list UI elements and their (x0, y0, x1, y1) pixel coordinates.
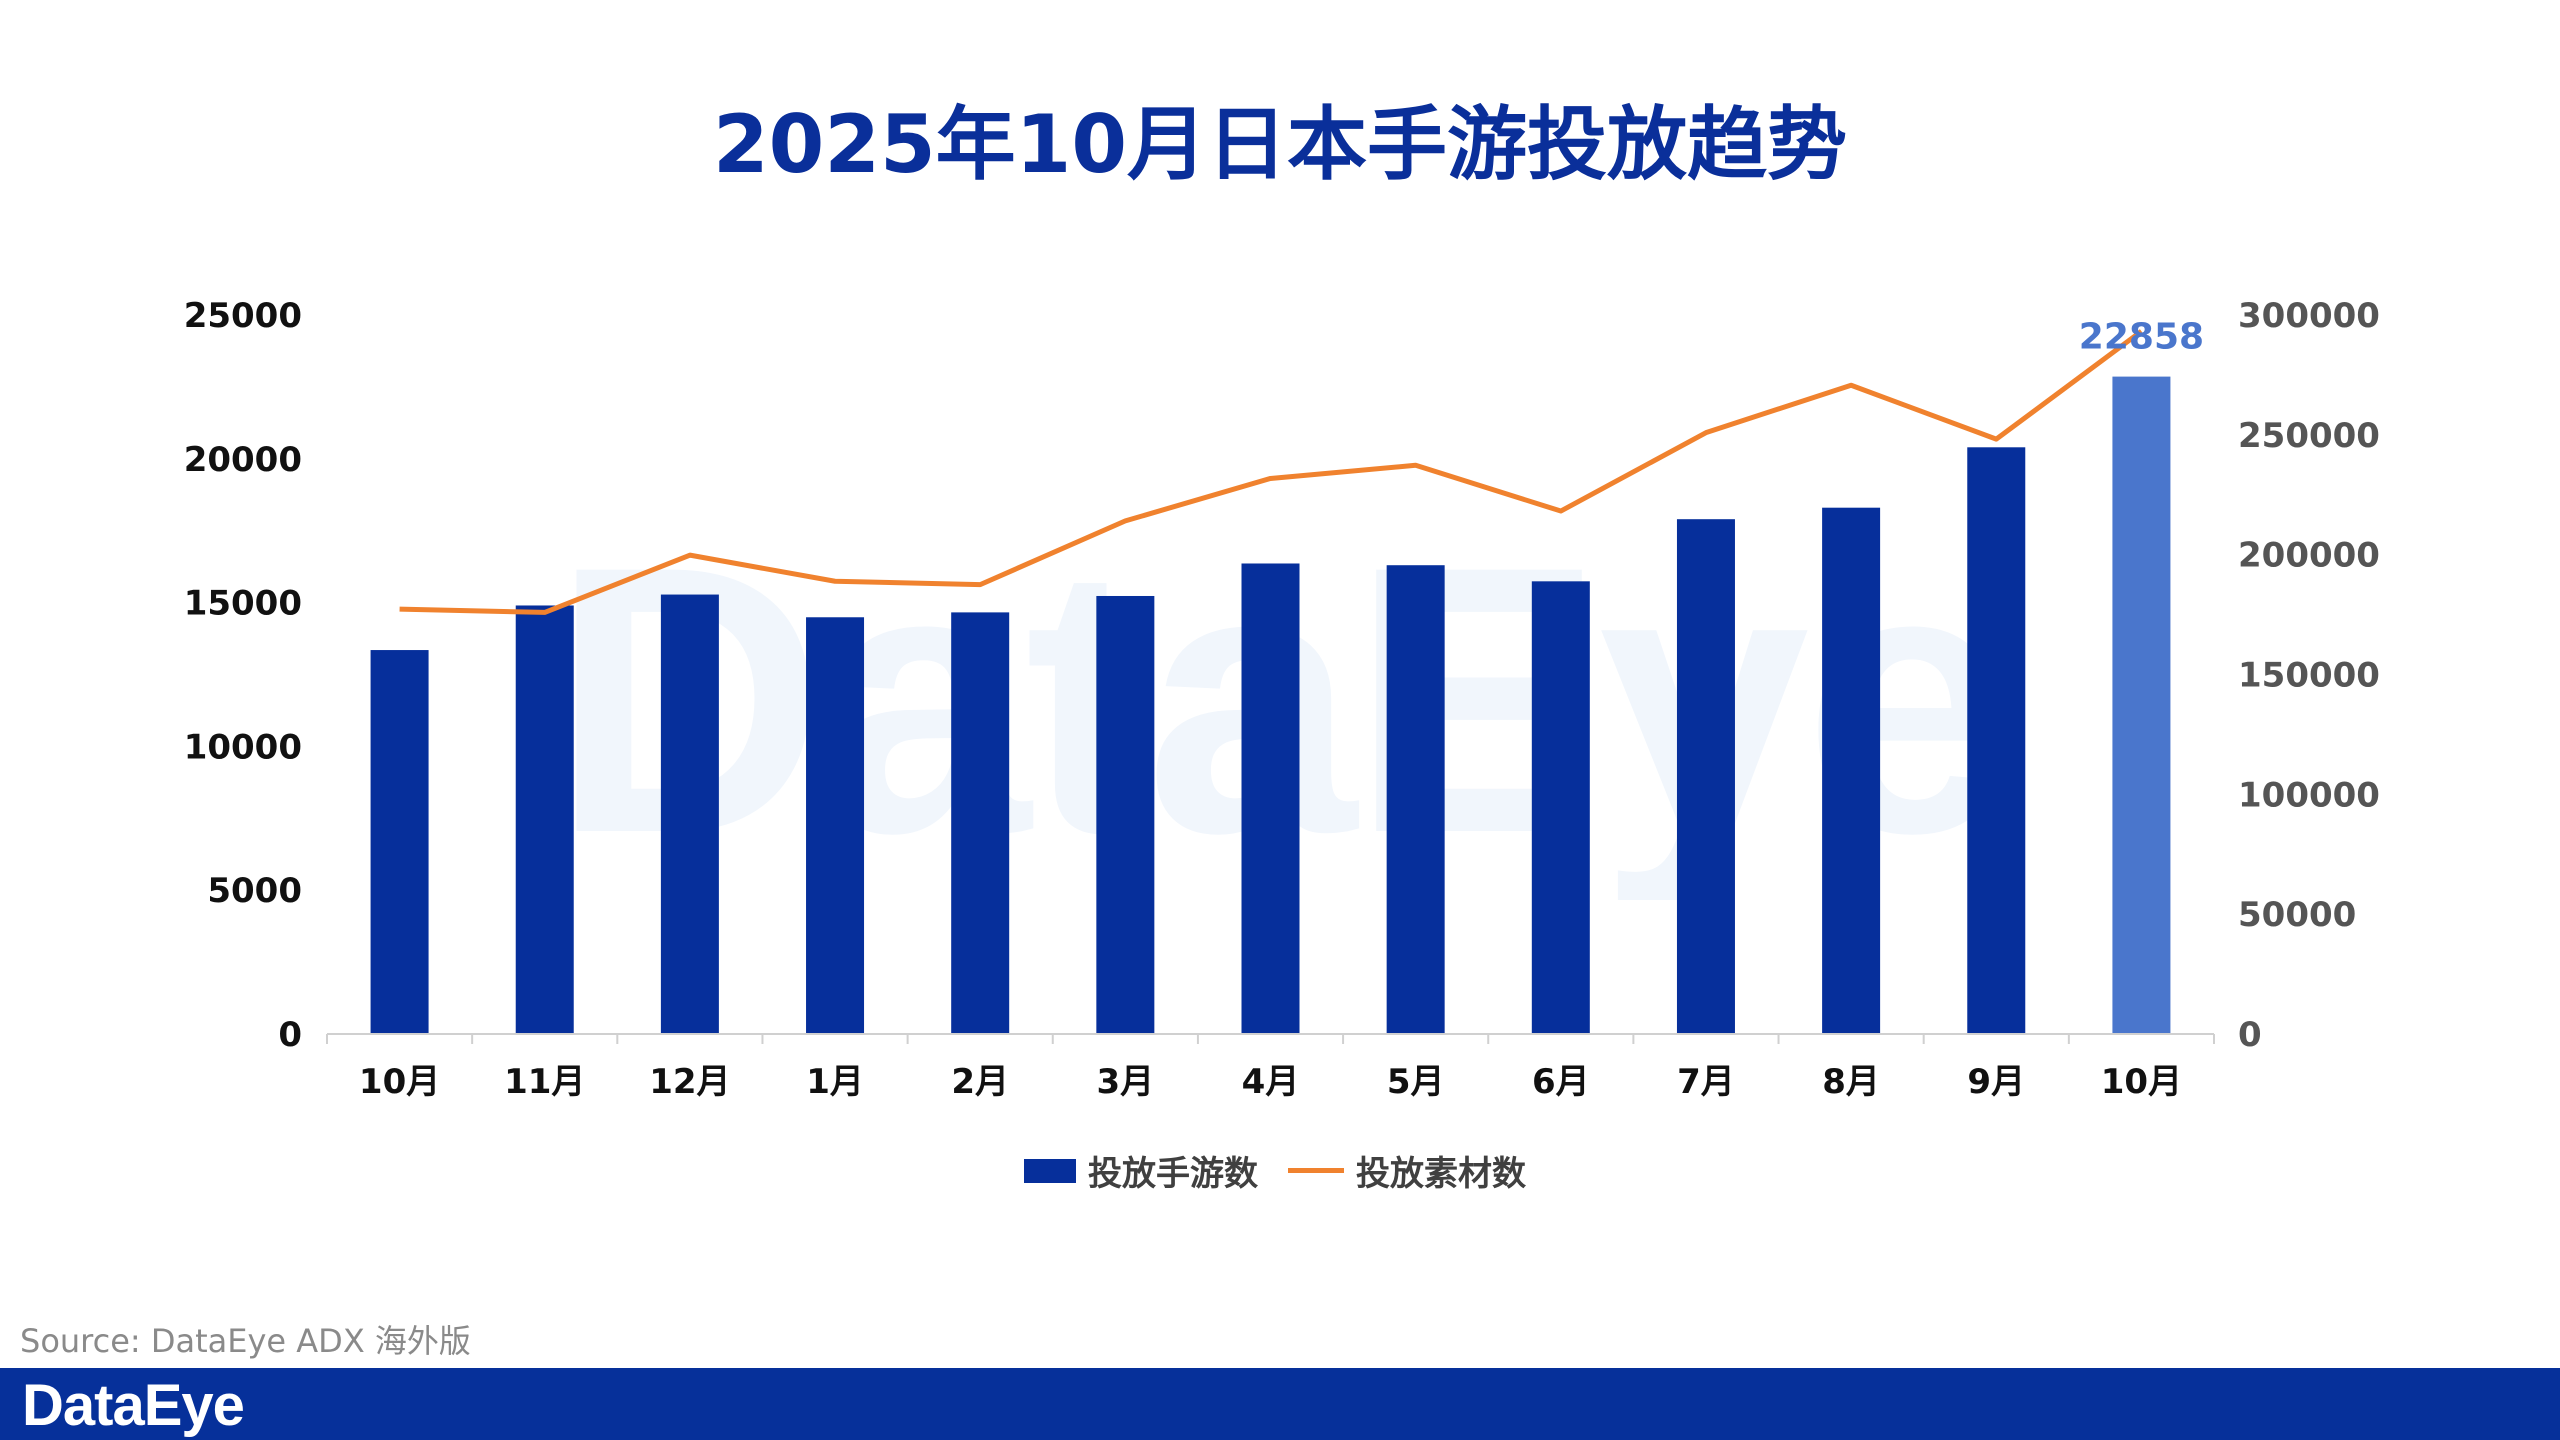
bar (1096, 595, 1155, 1034)
x-tick-label: 10月 (2101, 1062, 2182, 1102)
source-note: Source: DataEye ADX 海外版 (20, 1322, 471, 1360)
legend-line-label: 投放素材数 (1356, 1154, 1526, 1194)
x-tick-label: 11月 (504, 1062, 585, 1102)
legend-item-line: 投放素材数 (1288, 1146, 1526, 1195)
x-tick-label: 9月 (1967, 1062, 2025, 1102)
bar (1241, 563, 1300, 1034)
y-right-tick-label: 50000 (2238, 895, 2356, 935)
bar (1676, 519, 1735, 1034)
x-tick-label: 1月 (806, 1062, 864, 1102)
x-tick-label: 3月 (1097, 1062, 1155, 1102)
bar (515, 605, 574, 1034)
data-label: 22858 (2079, 317, 2204, 358)
y-right-tick-label: 150000 (2238, 656, 2380, 696)
y-left-tick-label: 0 (278, 1015, 302, 1055)
x-tick-label: 10月 (359, 1062, 440, 1102)
y-right-tick-label: 300000 (2238, 296, 2380, 336)
y-right-tick-label: 100000 (2238, 775, 2380, 815)
legend-item-bars: 投放手游数 (1024, 1146, 1258, 1195)
y-left-tick-label: 15000 (184, 584, 302, 624)
bar (660, 594, 719, 1034)
x-tick-label: 8月 (1822, 1062, 1880, 1102)
x-tick-label: 2月 (951, 1062, 1009, 1102)
y-left-tick-label: 10000 (184, 727, 302, 767)
x-tick-label: 5月 (1387, 1062, 1445, 1102)
bar (1822, 507, 1881, 1034)
x-tick-label: 6月 (1532, 1062, 1590, 1102)
footer-bar: DataEye (0, 1368, 2560, 1440)
bar (1531, 581, 1590, 1034)
y-right-tick-label: 250000 (2238, 416, 2380, 456)
bar (951, 612, 1010, 1034)
bar (806, 617, 865, 1034)
bar (2112, 376, 2171, 1035)
x-tick-label: 7月 (1677, 1062, 1735, 1102)
legend-bar-swatch (1024, 1158, 1076, 1183)
bar (370, 650, 429, 1034)
dataeye-logo: DataEye (22, 1373, 245, 1438)
bar (1967, 447, 2026, 1034)
y-right-tick-label: 0 (2238, 1015, 2262, 1055)
y-left-tick-label: 5000 (207, 871, 302, 911)
bar (1386, 565, 1445, 1034)
legend-bar-label: 投放手游数 (1088, 1154, 1258, 1194)
chart-title: 2025年10月日本手游投放趋势 (713, 98, 1847, 191)
y-left-tick-label: 20000 (184, 440, 302, 480)
y-left-tick-label: 25000 (184, 296, 302, 336)
x-tick-label: 4月 (1242, 1062, 1300, 1102)
x-tick-label: 12月 (649, 1062, 730, 1102)
y-right-tick-label: 200000 (2238, 536, 2380, 576)
legend-line-swatch (1288, 1168, 1344, 1173)
